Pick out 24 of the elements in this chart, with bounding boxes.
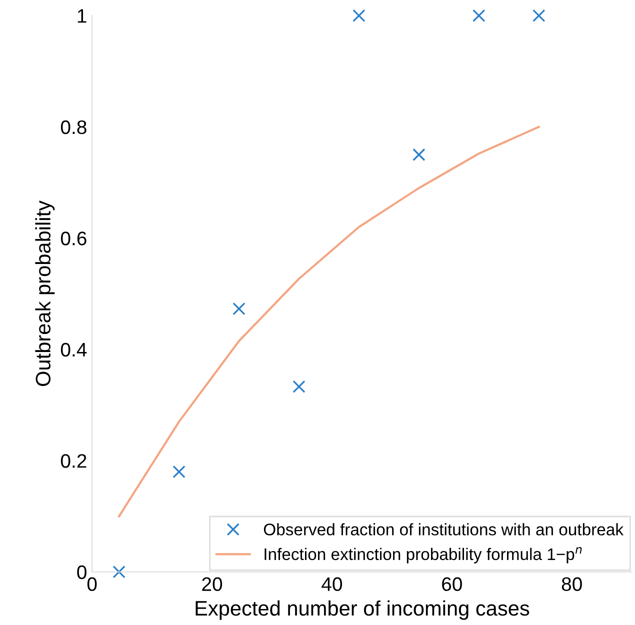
- point: [112, 565, 126, 578]
- x-tick-label: 20: [202, 577, 222, 592]
- point: [232, 302, 246, 316]
- y-tick-label: 0.4: [60, 342, 87, 357]
- y-tick-label: 0.2: [60, 454, 86, 468]
- legend-label: Observed fraction of institutions with an outbreak: [264, 523, 624, 536]
- y-tick-label: 0.8: [60, 120, 86, 134]
- y-tick-label: 0.6: [60, 232, 86, 246]
- point: [172, 465, 186, 478]
- x-tick-label: 80: [562, 577, 582, 592]
- x-tick-label: 40: [322, 577, 342, 592]
- x-tick-label: 60: [442, 577, 462, 592]
- y-tick-label: 1: [78, 9, 86, 23]
- point: [412, 148, 426, 162]
- point: [292, 380, 306, 394]
- point: [532, 9, 546, 22]
- point: [472, 9, 486, 22]
- y-axis-title: Outbreak probability: [35, 200, 55, 386]
- x-tick-label: 0: [87, 577, 97, 592]
- legend-label: Infection extinction probability formula 1−p$^{n}$: [264, 547, 582, 564]
- line-series: [118, 126, 540, 518]
- x-axis-title: Expected number of incoming cases: [196, 600, 530, 620]
- point: [352, 9, 366, 22]
- y-tick-label: 0: [77, 565, 86, 580]
